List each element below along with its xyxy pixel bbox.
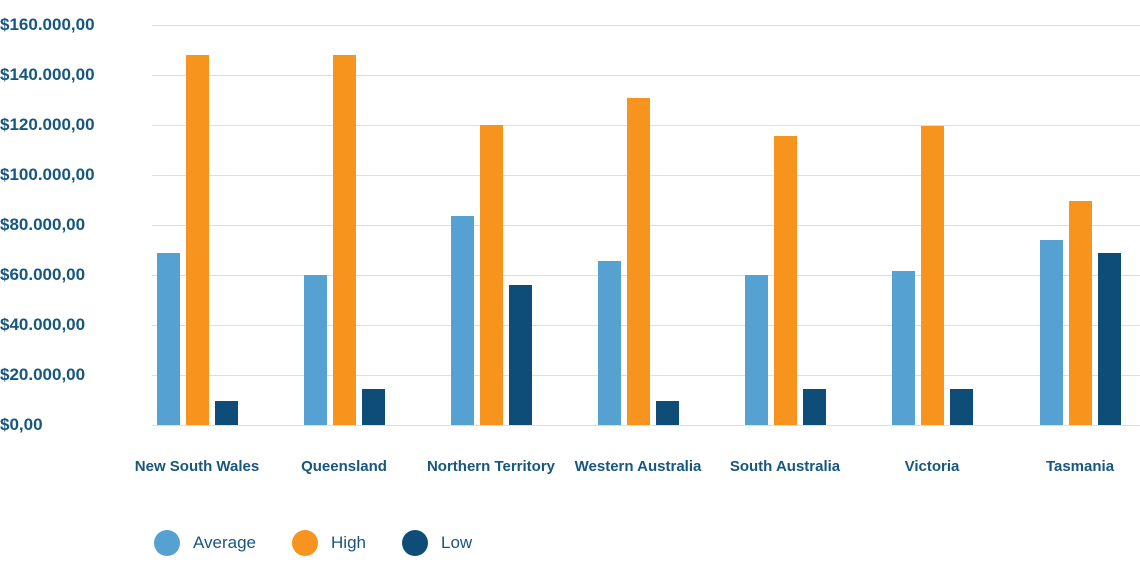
bar-high: [626, 97, 650, 425]
bar-low: [802, 388, 826, 425]
bar-group-northern-territory: [450, 125, 532, 425]
legend-swatch-low: [401, 530, 428, 556]
bar-average: [744, 275, 768, 425]
bar-group-western-australia: [597, 97, 679, 425]
bar-average: [1039, 240, 1063, 425]
x-axis-label: New South Wales: [134, 458, 260, 475]
gridline: [152, 425, 1140, 426]
y-axis-tick-label: $60.000,00: [0, 265, 86, 284]
bar-group-victoria: [891, 126, 973, 425]
bar-low: [214, 401, 238, 425]
x-axis-label: Western Australia: [574, 458, 702, 475]
bar-high: [185, 55, 209, 425]
x-axis-label: Northern Territory: [426, 458, 556, 475]
bar-group-queensland: [303, 55, 385, 425]
legend-swatch-average: [154, 530, 180, 556]
gridline: [152, 25, 1140, 26]
bar-average: [156, 252, 180, 425]
y-axis-tick-label: $80.000,00: [0, 215, 86, 234]
bar-average: [450, 216, 474, 425]
x-axis-label: South Australia: [729, 458, 841, 475]
bar-low: [508, 285, 532, 425]
bar-high: [479, 125, 503, 425]
legend-label: High: [331, 533, 366, 552]
y-axis-tick-label: $40.000,00: [0, 315, 86, 334]
bar-group-south-australia: [744, 136, 826, 425]
bar-group-tasmania: [1039, 201, 1121, 425]
bar-high: [1068, 201, 1092, 425]
legend-item-high: High: [292, 530, 366, 556]
bar-average: [891, 271, 915, 425]
bar-average: [597, 261, 621, 425]
bar-high: [920, 126, 944, 425]
legend-swatch-high: [292, 530, 319, 556]
legend-label: Average: [193, 533, 257, 552]
bar-high: [332, 55, 356, 425]
bar-average: [303, 275, 327, 425]
bar-low: [1097, 252, 1121, 425]
legend-label: Low: [440, 533, 473, 552]
legend-item-low: Low: [401, 530, 473, 556]
bar-low: [949, 388, 973, 425]
bar-high: [773, 136, 797, 425]
legend-item-average: Average: [154, 530, 256, 556]
y-axis-tick-label: $0,00: [0, 415, 43, 434]
y-axis-tick-label: $120.000,00: [0, 115, 95, 134]
x-axis-label: Victoria: [904, 458, 960, 475]
x-axis-label: Tasmania: [1045, 458, 1115, 475]
bar-low: [655, 401, 679, 425]
gridline: [152, 75, 1140, 76]
x-axis-label: Queensland: [301, 458, 387, 475]
y-axis-tick-label: $140.000,00: [0, 65, 95, 84]
bar-group-new-south-wales: [156, 55, 238, 425]
y-axis-tick-label: $160.000,00: [0, 15, 95, 34]
legend: Average High Low: [154, 530, 472, 556]
y-axis-tick-label: $100.000,00: [0, 165, 95, 184]
y-axis-tick-label: $20.000,00: [0, 365, 86, 384]
bar-low: [361, 388, 385, 425]
